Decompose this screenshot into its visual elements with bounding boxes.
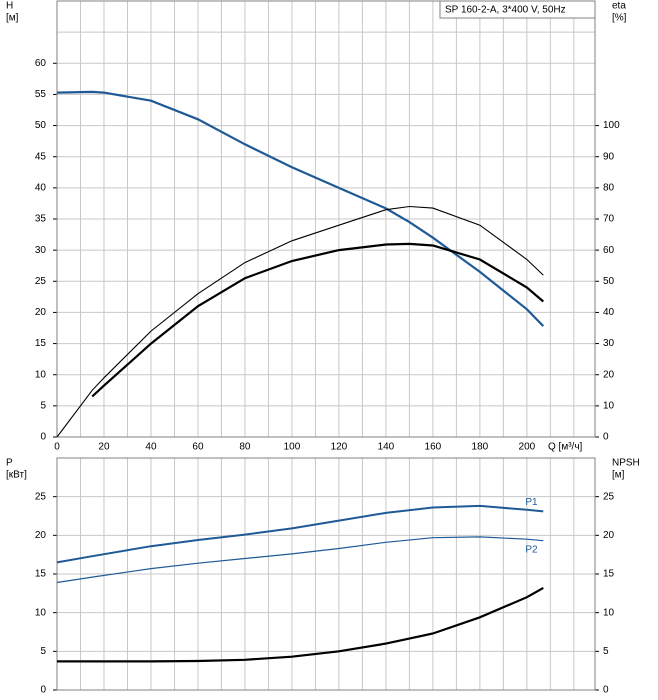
y-tick-label: 10 <box>35 607 47 618</box>
y2-tick-label: 10 <box>603 400 615 411</box>
y-tick-label: 55 <box>35 89 47 100</box>
title-box <box>439 0 596 19</box>
line <box>57 586 544 663</box>
line <box>56 205 544 438</box>
x-tick-label: 120 <box>331 442 348 453</box>
y2-axis-label: eta <box>612 1 626 12</box>
y2-tick-label: 15 <box>603 569 615 580</box>
y2-axis-label: NPSH <box>612 458 640 469</box>
line <box>56 536 544 584</box>
x-tick-label: 0 <box>54 442 60 453</box>
chart-title: SP 160-2-A, 3*400 V, 50Hz <box>445 5 566 16</box>
y-tick-label: 25 <box>35 276 47 287</box>
y-tick-label: 25 <box>35 491 47 502</box>
y-tick-label: 5 <box>40 646 46 657</box>
y2-tick-label: 20 <box>603 369 615 380</box>
y2-tick-label: 80 <box>603 182 615 193</box>
x-tick-label: 60 <box>192 442 204 453</box>
y2-tick-label: 50 <box>603 276 615 287</box>
x-tick-label: 20 <box>98 442 110 453</box>
y-axis-label: [кВт] <box>6 470 27 481</box>
y-axis-label: H <box>6 1 13 12</box>
y-tick-label: 0 <box>40 432 46 443</box>
line <box>56 504 544 564</box>
x-tick-label: 140 <box>378 442 395 453</box>
y2-tick-label: 20 <box>603 530 615 541</box>
y2-axis-label: [м] <box>612 470 625 481</box>
plot-frame <box>56 0 596 438</box>
y-tick-label: 35 <box>35 214 47 225</box>
y-axis-label: [м] <box>6 13 19 24</box>
y2-tick-label: 100 <box>603 120 620 131</box>
y-tick-label: 30 <box>35 245 47 256</box>
y-tick-label: 40 <box>35 182 47 193</box>
y2-tick-label: 60 <box>603 245 615 256</box>
y-tick-label: 0 <box>40 685 46 696</box>
y-tick-label: 15 <box>35 569 47 580</box>
y2-tick-label: 0 <box>603 432 609 443</box>
y2-tick-label: 25 <box>603 491 615 502</box>
x-tick-label: 180 <box>472 442 489 453</box>
y-tick-label: 15 <box>35 338 47 349</box>
y-axis-label: P <box>6 458 13 469</box>
y-tick-label: 50 <box>35 120 47 131</box>
y-tick-label: 20 <box>35 530 47 541</box>
y-tick-label: 5 <box>40 400 46 411</box>
y-tick-label: 20 <box>35 307 47 318</box>
y-tick-label: 45 <box>35 151 47 162</box>
y2-tick-label: 40 <box>603 307 615 318</box>
y2-tick-label: 70 <box>603 214 615 225</box>
plot-frame <box>56 457 596 691</box>
x-tick-label: 160 <box>425 442 442 453</box>
y2-tick-label: 0 <box>603 685 609 696</box>
y2-axis-label: [%] <box>612 13 627 24</box>
y2-tick-label: 10 <box>603 607 615 618</box>
x-tick-label: 40 <box>145 442 157 453</box>
x-tick-label: 80 <box>239 442 251 453</box>
series-label: P1 <box>525 497 538 508</box>
y2-tick-label: 90 <box>603 151 615 162</box>
y-tick-label: 60 <box>35 58 47 69</box>
x-tick-label: 200 <box>519 442 536 453</box>
y-tick-label: 10 <box>35 369 47 380</box>
series-label: P2 <box>525 544 538 555</box>
y2-tick-label: 5 <box>603 646 609 657</box>
line <box>56 90 545 327</box>
line <box>91 242 545 398</box>
x-tick-label: 100 <box>284 442 301 453</box>
y2-tick-label: 30 <box>603 338 615 349</box>
x-axis-label: Q [м³/ч] <box>548 442 583 453</box>
